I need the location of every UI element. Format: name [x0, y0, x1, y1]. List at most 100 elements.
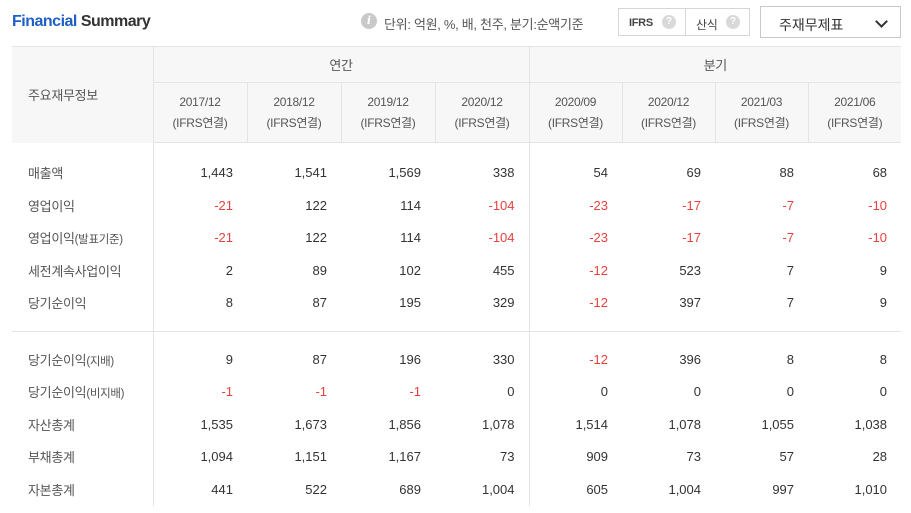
- financial-summary-table: 주요재무정보 연간 분기 2017/12 (IFRS연결) 2018/12 (IFRS…: [12, 46, 902, 506]
- value-cell: 196: [399, 351, 421, 367]
- row-label-main: 매출액: [28, 166, 63, 182]
- value-cell: 28: [872, 449, 888, 465]
- table-row: 부채총계 1,094 1,151 1,167 73 909 73 57 28: [12, 440, 901, 473]
- summary-header: Financial Summary i 단위: 억원, %, 배, 천주, 분기:…: [0, 0, 911, 44]
- value-cell: 114: [400, 197, 421, 213]
- value-cell: 1,094: [200, 449, 233, 465]
- row-label-main: 당기순이익: [28, 296, 87, 312]
- row-label: 당기순이익(지배): [12, 343, 154, 376]
- value-cell: 396: [679, 351, 702, 367]
- value-cell: 1,078: [481, 416, 515, 432]
- value-cell: 1,541: [294, 165, 327, 181]
- value-cell: 0: [879, 384, 888, 400]
- ifrs-toggle[interactable]: IFRS ?: [618, 8, 686, 36]
- value-cell: 8: [786, 351, 795, 367]
- value-cell: 0: [528, 375, 623, 408]
- row-label-suffix: (발표기준): [74, 234, 123, 247]
- value-cell: 57: [779, 449, 795, 465]
- value-cell: 1,004: [481, 481, 515, 497]
- period-date: 2021/06: [834, 94, 876, 109]
- value-cell: 1,514: [528, 408, 623, 441]
- formula-label: 산식: [696, 18, 718, 32]
- period-date: 2020/12: [647, 94, 690, 109]
- period-basis: (IFRS연결): [360, 115, 416, 130]
- period-date: 2018/12: [273, 94, 315, 109]
- value-cell: 114: [400, 230, 421, 246]
- value-cell: 2: [225, 262, 233, 278]
- period-basis: (IFRS연결): [266, 115, 322, 130]
- period-header: 2020/12 (IFRS연결): [434, 82, 530, 143]
- formula-toggle[interactable]: 산식 ?: [686, 8, 750, 36]
- row-label: 영업이익: [12, 189, 154, 222]
- value-cell: 9: [879, 262, 888, 278]
- value-cell: 1,055: [761, 416, 795, 432]
- row-label-main: 영업이익: [28, 231, 75, 247]
- period-date: 2020/09: [554, 94, 597, 109]
- value-cell: 1,443: [200, 165, 233, 181]
- value-cell: 455: [492, 262, 515, 278]
- period-header: 2020/09 (IFRS연결): [528, 82, 623, 143]
- value-cell: -7: [782, 230, 795, 246]
- row-label-main: 당기순이익: [28, 385, 87, 401]
- corner-label: 주요재무정보: [12, 46, 154, 143]
- row-label-main: 당기순이익: [28, 352, 87, 368]
- row-label: 자본총계: [12, 473, 154, 506]
- row-label-main: 자산총계: [28, 417, 75, 433]
- table-row: 영업이익 -21 122 114 -104 -23 -17 -7 -10: [12, 189, 901, 222]
- period-date: 2021/03: [740, 94, 783, 109]
- value-cell: 605: [528, 473, 623, 506]
- table-row: 당기순이익 8 87 195 329 -12 397 7 9: [12, 286, 901, 319]
- period-header: 2021/03 (IFRS연결): [714, 82, 809, 143]
- value-cell: -23: [528, 221, 623, 254]
- info-icon[interactable]: i: [361, 13, 377, 29]
- value-cell: -12: [528, 254, 623, 287]
- statement-type-select[interactable]: 주재무제표: [760, 6, 901, 38]
- period-header: 2017/12 (IFRS연결): [153, 82, 247, 143]
- quarter-group-header: 분기: [528, 46, 902, 83]
- period-basis: (IFRS연결): [172, 115, 228, 130]
- ifrs-help-icon[interactable]: ?: [662, 15, 676, 29]
- value-cell: 7: [786, 262, 795, 278]
- section-title: Financial Summary: [12, 13, 151, 31]
- period-basis: (IFRS연결): [641, 115, 697, 130]
- annual-group-header: 연간: [153, 46, 530, 83]
- period-basis: (IFRS연결): [548, 115, 604, 130]
- formula-help-icon[interactable]: ?: [726, 15, 740, 29]
- value-cell: -104: [488, 197, 515, 213]
- value-cell: -7: [782, 197, 795, 213]
- value-cell: 522: [305, 481, 327, 497]
- value-cell: -1: [315, 384, 327, 400]
- value-cell: -21: [214, 197, 233, 213]
- period-basis: (IFRS연결): [734, 115, 790, 130]
- value-cell: 1,856: [388, 416, 421, 432]
- ifrs-label: IFRS: [629, 17, 653, 29]
- value-cell: -23: [528, 189, 623, 222]
- value-cell: 329: [492, 295, 515, 311]
- value-cell: -21: [214, 230, 233, 246]
- value-cell: 9: [225, 351, 233, 367]
- value-cell: 88: [779, 165, 795, 181]
- period-basis: (IFRS연결): [454, 115, 510, 130]
- value-cell: 330: [492, 351, 515, 367]
- value-cell: 1,078: [668, 416, 702, 432]
- value-cell: 0: [507, 384, 515, 400]
- value-cell: 0: [693, 384, 702, 400]
- value-cell: 8: [225, 295, 233, 311]
- value-cell: 523: [679, 262, 702, 278]
- period-header: 2019/12 (IFRS연결): [340, 82, 435, 143]
- title-financial: Financial: [12, 13, 77, 30]
- value-cell: 397: [679, 295, 702, 311]
- value-cell: -104: [488, 230, 515, 246]
- value-cell: 997: [772, 481, 795, 497]
- table-row: 매출액 1,443 1,541 1,569 338 54 69 88 68: [12, 156, 901, 189]
- row-label: 매출액: [12, 156, 154, 189]
- table-row: 당기순이익(지배) 9 87 196 330 -12 396 8 8: [12, 343, 901, 376]
- table-row: 세전계속사업이익 2 89 102 455 -12 523 7 9: [12, 254, 901, 287]
- period-header: 2021/06 (IFRS연결): [807, 82, 902, 143]
- row-label-main: 자본총계: [28, 482, 75, 498]
- value-cell: 338: [492, 165, 515, 181]
- value-cell: -17: [682, 197, 702, 213]
- value-cell: 7: [786, 295, 795, 311]
- value-cell: 441: [211, 481, 233, 497]
- value-cell: -12: [528, 343, 623, 376]
